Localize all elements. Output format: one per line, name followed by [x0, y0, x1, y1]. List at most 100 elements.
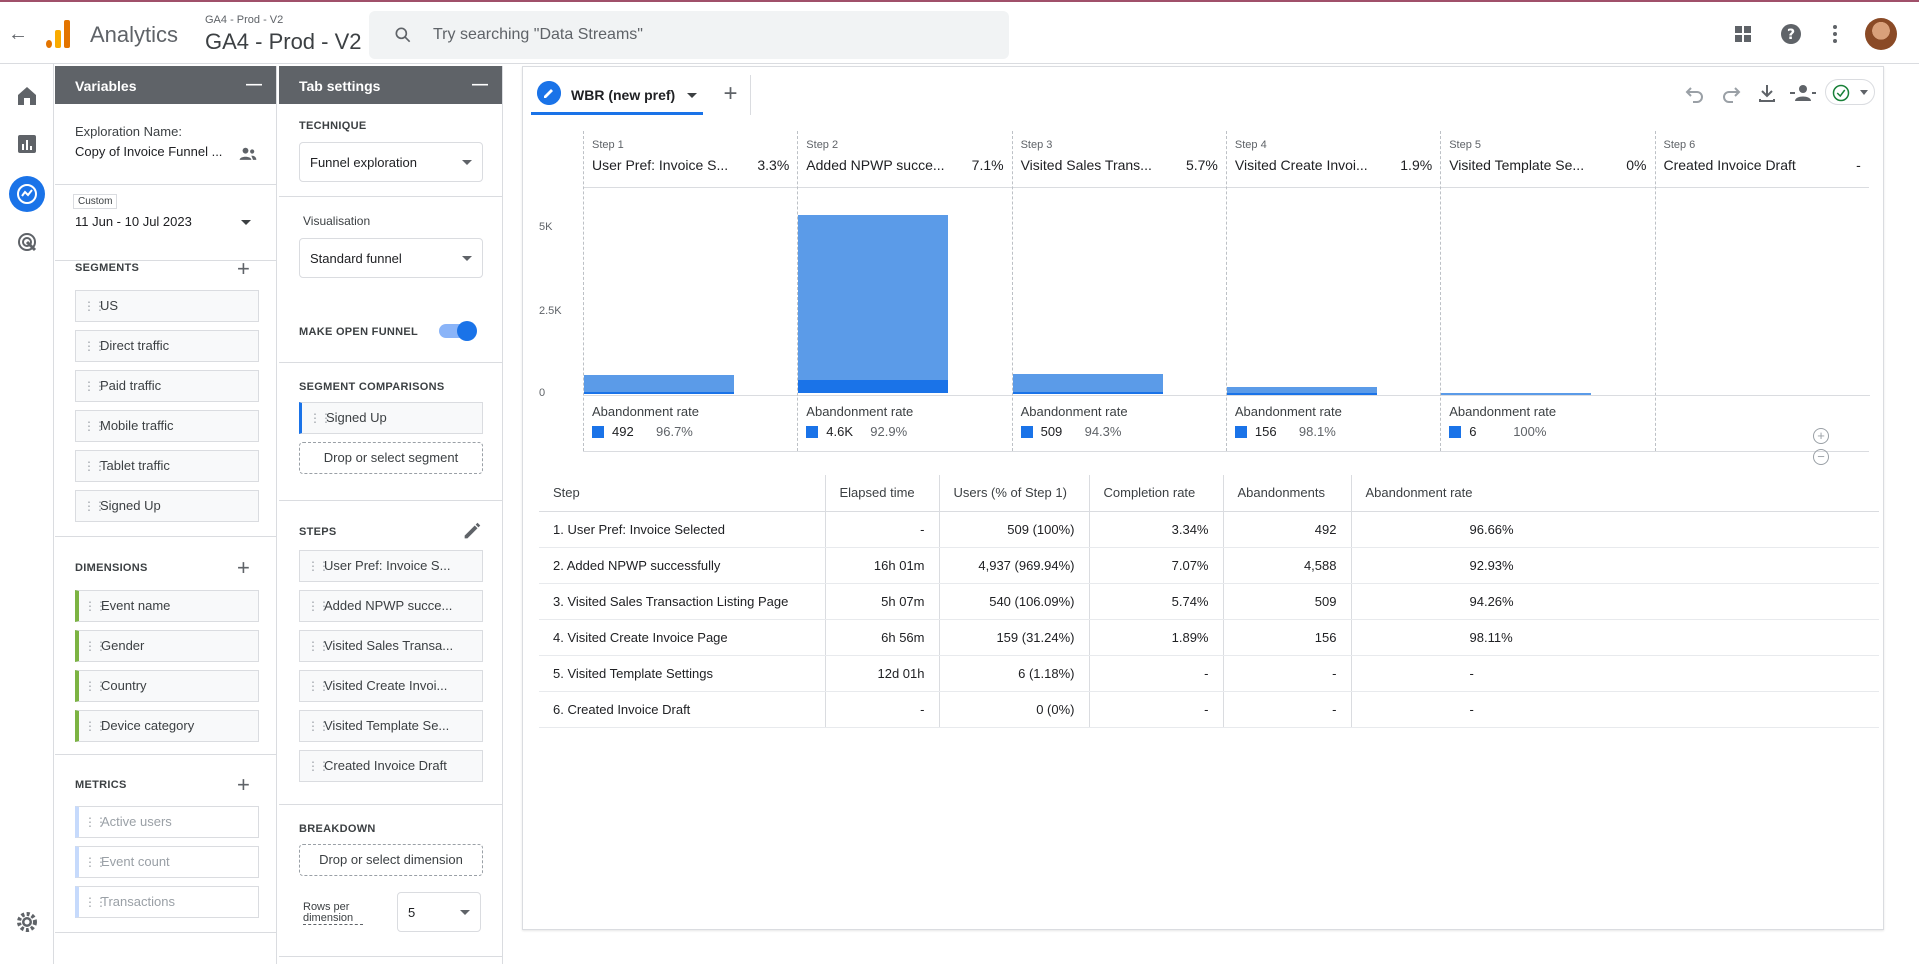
- drag-handle-icon[interactable]: ⋮⋮: [84, 639, 107, 653]
- step-chip[interactable]: ⋮⋮ User Pref: Invoice S...: [299, 550, 483, 582]
- column-header[interactable]: Users (% of Step 1): [939, 475, 1090, 512]
- home-icon[interactable]: [15, 84, 39, 108]
- tab-menu-caret-icon[interactable]: [687, 93, 697, 98]
- drag-handle-icon[interactable]: ⋮⋮: [307, 719, 330, 733]
- edit-steps-pencil-icon[interactable]: [461, 520, 483, 542]
- rows-per-dimension-select[interactable]: 5: [397, 892, 481, 932]
- drag-handle-icon[interactable]: ⋮⋮: [84, 815, 107, 829]
- avatar[interactable]: [1865, 18, 1897, 50]
- metric-chip[interactable]: ⋮⋮ Transactions: [75, 886, 259, 918]
- advertising-icon[interactable]: [15, 230, 39, 254]
- account-name[interactable]: GA4 - Prod - V2: [205, 14, 284, 26]
- dimension-chip[interactable]: ⋮⋮ Event name: [75, 590, 259, 622]
- segment-chip[interactable]: ⋮⋮ Signed Up: [75, 490, 259, 522]
- drag-handle-icon[interactable]: ⋮⋮: [83, 419, 106, 433]
- funnel-bar-continued[interactable]: [798, 380, 949, 393]
- more-vert-icon[interactable]: [1823, 22, 1847, 46]
- funnel-bar[interactable]: [584, 374, 734, 393]
- step-chip[interactable]: ⋮⋮ Visited Sales Transa...: [299, 630, 483, 662]
- dimension-chip[interactable]: ⋮⋮ Country: [75, 670, 259, 702]
- table-row[interactable]: 6. Created Invoice Draft -0 (0%) - - -: [539, 691, 1879, 728]
- technique-select[interactable]: Funnel exploration: [299, 142, 483, 182]
- drop-dimension-target[interactable]: Drop or select dimension: [299, 844, 483, 876]
- drag-handle-icon[interactable]: ⋮⋮: [307, 559, 330, 573]
- apps-grid-icon[interactable]: [1731, 22, 1755, 46]
- funnel-bar[interactable]: [1441, 392, 1592, 395]
- step-chip[interactable]: ⋮⋮ Created Invoice Draft: [299, 750, 483, 782]
- drag-handle-icon[interactable]: ⋮⋮: [307, 599, 330, 613]
- zoom-in-icon[interactable]: +: [1813, 428, 1829, 444]
- help-icon[interactable]: ?: [1779, 22, 1803, 46]
- share-people-icon[interactable]: [238, 144, 258, 164]
- drag-handle-icon[interactable]: ⋮⋮: [83, 499, 106, 513]
- exploration-name-field[interactable]: Copy of Invoice Funnel ...: [75, 144, 223, 159]
- drag-handle-icon[interactable]: ⋮⋮: [84, 599, 107, 613]
- table-row[interactable]: 1. User Pref: Invoice Selected -509 (100%…: [539, 511, 1879, 548]
- column-header[interactable]: Completion rate: [1089, 475, 1224, 512]
- visualisation-select[interactable]: Standard funnel: [299, 238, 483, 278]
- search-input[interactable]: Try searching "Data Streams": [369, 11, 1009, 59]
- segment-comparison-chip[interactable]: ⋮⋮ Signed Up: [299, 402, 483, 434]
- segment-chip[interactable]: ⋮⋮ US: [75, 290, 259, 322]
- date-range-picker[interactable]: Custom 11 Jun - 10 Jul 2023: [55, 194, 276, 250]
- column-header[interactable]: Elapsed time: [825, 475, 940, 512]
- drag-handle-icon[interactable]: ⋮⋮: [307, 759, 330, 773]
- column-header[interactable]: Abandonments: [1223, 475, 1352, 512]
- property-selector[interactable]: GA4 - Prod - V2: [205, 29, 362, 54]
- zoom-out-icon[interactable]: −: [1813, 449, 1829, 465]
- step-chip[interactable]: ⋮⋮ Visited Template Se...: [299, 710, 483, 742]
- funnel-bar-continued[interactable]: [1012, 391, 1163, 394]
- table-row[interactable]: 5. Visited Template Settings 12d 01h 6 (1.…: [539, 655, 1879, 692]
- table-row[interactable]: 4. Visited Create Invoice Page 6h 56m 159 …: [539, 619, 1879, 656]
- funnel-bar[interactable]: [1012, 373, 1163, 393]
- dimension-chip[interactable]: ⋮⋮ Device category: [75, 710, 259, 742]
- add-tab-button[interactable]: +: [711, 75, 751, 115]
- funnel-bar-continued[interactable]: [1226, 392, 1377, 395]
- drag-handle-icon[interactable]: ⋮⋮: [83, 299, 106, 313]
- drag-handle-icon[interactable]: ⋮⋮: [309, 411, 332, 425]
- drag-handle-icon[interactable]: ⋮⋮: [84, 895, 107, 909]
- drag-handle-icon[interactable]: ⋮⋮: [83, 379, 106, 393]
- drag-handle-icon[interactable]: ⋮⋮: [83, 339, 106, 353]
- analytics-logo-icon[interactable]: [44, 18, 72, 48]
- funnel-bar-continued[interactable]: [584, 392, 734, 395]
- segment-chip[interactable]: ⋮⋮ Direct traffic: [75, 330, 259, 362]
- step-chip[interactable]: ⋮⋮ Visited Create Invoi...: [299, 670, 483, 702]
- redo-icon[interactable]: [1719, 81, 1743, 105]
- drag-handle-icon[interactable]: ⋮⋮: [307, 639, 330, 653]
- minimize-tab-settings-button[interactable]: —: [472, 76, 488, 93]
- minimize-variables-button[interactable]: —: [246, 76, 262, 93]
- download-icon[interactable]: [1755, 81, 1779, 105]
- add-dimension-button[interactable]: +: [237, 555, 250, 580]
- table-row[interactable]: 2. Added NPWP successfully 16h 01m 4,937 (…: [539, 547, 1879, 584]
- add-metric-button[interactable]: +: [237, 772, 250, 797]
- metric-chip[interactable]: ⋮⋮ Active users: [75, 806, 259, 838]
- settings-gear-icon[interactable]: [15, 910, 39, 934]
- drag-handle-icon[interactable]: ⋮⋮: [84, 855, 107, 869]
- share-users-icon[interactable]: [1789, 81, 1817, 105]
- funnel-bar[interactable]: [1226, 387, 1377, 393]
- open-funnel-toggle[interactable]: [439, 321, 477, 341]
- dimension-chip[interactable]: ⋮⋮ Gender: [75, 630, 259, 662]
- reports-icon[interactable]: [15, 132, 39, 156]
- tab-wbr[interactable]: WBR (new pref): [531, 75, 703, 115]
- drag-handle-icon[interactable]: ⋮⋮: [84, 719, 107, 733]
- save-status-button[interactable]: [1825, 79, 1875, 105]
- drop-segment-target[interactable]: Drop or select segment: [299, 442, 483, 474]
- add-segment-button[interactable]: +: [237, 256, 250, 281]
- drag-handle-icon[interactable]: ⋮⋮: [84, 679, 107, 693]
- drag-handle-icon[interactable]: ⋮⋮: [83, 459, 106, 473]
- column-header[interactable]: Step: [539, 475, 826, 512]
- drag-handle-icon[interactable]: ⋮⋮: [307, 679, 330, 693]
- step-chip[interactable]: ⋮⋮ Added NPWP succe...: [299, 590, 483, 622]
- edit-tab-pencil-icon[interactable]: [537, 81, 561, 105]
- funnel-bar[interactable]: [798, 215, 949, 393]
- back-arrow-icon[interactable]: ←: [8, 23, 28, 45]
- table-row[interactable]: 3. Visited Sales Transaction Listing Pag…: [539, 583, 1879, 620]
- undo-icon[interactable]: [1683, 81, 1707, 105]
- segment-chip[interactable]: ⋮⋮ Paid traffic: [75, 370, 259, 402]
- segment-chip[interactable]: ⋮⋮ Tablet traffic: [75, 450, 259, 482]
- metric-chip[interactable]: ⋮⋮ Event count: [75, 846, 259, 878]
- explore-icon[interactable]: [15, 182, 39, 206]
- column-header[interactable]: Abandonment rate: [1351, 475, 1879, 512]
